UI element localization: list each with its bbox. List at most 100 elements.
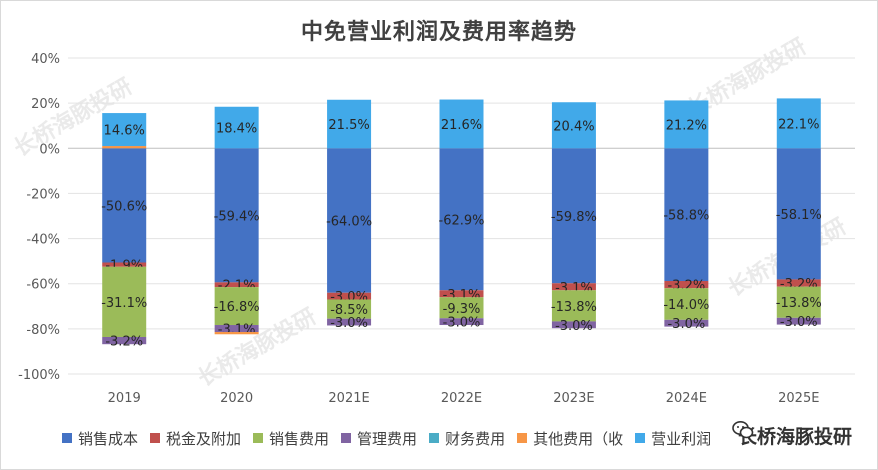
legend-label: 营业利润 [651, 429, 712, 448]
y-tick-label: -100% [18, 368, 60, 383]
bar-segment [439, 99, 484, 149]
y-tick-label: -20% [26, 187, 60, 202]
data-label: 21.5% [328, 118, 369, 133]
x-tick-label: 2021E [328, 391, 369, 406]
legend-item: 税金及附加 [150, 428, 241, 449]
x-tick-label: 2023E [553, 391, 594, 406]
bar-segment [102, 148, 147, 263]
bar-segment [776, 286, 821, 318]
data-label: 21.2% [666, 118, 707, 133]
data-label: -3.1% [218, 323, 256, 338]
data-label: -3.0% [667, 317, 705, 332]
data-label: -13.8% [776, 296, 822, 311]
bar-segment [102, 336, 147, 345]
bar-segment [551, 321, 596, 329]
y-tick-label: -40% [26, 233, 60, 248]
legend-swatch [150, 433, 161, 443]
data-label: -3.0% [443, 316, 481, 331]
bar-segment [551, 102, 596, 149]
legend-item: 管理费用 [341, 428, 417, 449]
data-label: -58.1% [776, 208, 822, 223]
legend-item: 其他费用（收 [517, 428, 623, 449]
bar-segment [551, 283, 596, 291]
data-label: 18.4% [216, 122, 257, 137]
bar-segment [327, 148, 372, 293]
data-label: 20.4% [553, 119, 594, 134]
bar-segment [102, 113, 147, 147]
data-label: -64.0% [326, 215, 372, 230]
legend-item: 销售成本 [62, 428, 138, 449]
legend-item: 销售费用 [253, 428, 329, 449]
y-tick-label: -60% [26, 278, 60, 293]
legend-label: 管理费用 [357, 429, 418, 448]
bar-segment [214, 332, 259, 335]
legend-label: 销售成本 [78, 429, 139, 448]
chart-legend: 销售成本 税金及附加 销售费用 管理费用 财务费用 其他费用（收 营业利润 [62, 428, 723, 448]
wechat-icon [732, 421, 754, 439]
bar-segment [439, 148, 484, 291]
data-label: -50.6% [101, 199, 147, 214]
legend-label: 销售费用 [269, 429, 330, 448]
bar-segment [664, 148, 709, 282]
data-label: -62.9% [439, 213, 485, 228]
y-tick-label: 20% [31, 97, 60, 112]
bar-segment [439, 290, 484, 298]
bar-segment [776, 317, 821, 325]
y-tick-label: 40% [31, 52, 60, 67]
x-tick-label: 2019 [108, 391, 141, 406]
bar-segment [439, 318, 484, 326]
bar-segment [439, 297, 484, 319]
legend-swatch [517, 433, 528, 443]
legend-swatch [253, 433, 264, 443]
brand-label: 长桥海豚投研 [737, 426, 852, 448]
data-label: -58.8% [663, 209, 709, 224]
bar-segment [551, 290, 596, 322]
legend-item: 营业利润 [635, 428, 711, 449]
data-label: 14.6% [104, 124, 145, 139]
bar-segment [327, 292, 372, 300]
x-tick-label: 2024E [666, 391, 707, 406]
data-label: -8.5% [330, 303, 368, 318]
bar-segment [214, 287, 259, 326]
y-tick-label: -80% [26, 323, 60, 338]
data-label: 21.6% [441, 118, 482, 133]
bar-segment [551, 148, 596, 284]
bar-segment [214, 282, 259, 288]
data-label: -9.3% [443, 302, 481, 317]
legend-item: 财务费用 [429, 428, 505, 449]
data-label: -16.8% [214, 300, 260, 315]
legend-swatch [62, 433, 72, 443]
x-tick-label: 2022E [441, 391, 482, 406]
data-label: -59.4% [214, 209, 260, 224]
legend-label: 税金及附加 [166, 429, 242, 448]
chart-title: 中免营业利润及费用率趋势 [300, 20, 577, 45]
x-tick-label: 2025E [778, 391, 819, 406]
bar-segment [664, 319, 709, 327]
x-tick-label: 2020 [220, 391, 253, 406]
data-label: -31.1% [101, 296, 147, 311]
legend-swatch [341, 433, 352, 443]
bar-segment [214, 325, 259, 333]
bar-segment [664, 288, 709, 320]
bar-segment [664, 100, 709, 149]
bar-segment [327, 318, 372, 326]
bar-segment [776, 148, 821, 280]
bar-segment [327, 99, 372, 149]
data-label: -13.8% [551, 300, 597, 315]
data-label: -3.2% [105, 335, 143, 350]
bar-segment [776, 98, 821, 149]
data-label: -3.0% [555, 319, 593, 334]
data-label: -3.0% [330, 316, 368, 331]
data-label: -14.0% [663, 298, 709, 313]
y-tick-label: 0% [39, 142, 60, 157]
data-label: -3.0% [780, 315, 818, 330]
legend-label: 财务费用 [445, 429, 506, 448]
bar-segment [214, 148, 259, 283]
legend-label: 其他费用（收 [533, 429, 624, 448]
bar-segment [214, 106, 259, 149]
bar-segment [102, 146, 147, 149]
bar-segment [664, 281, 709, 289]
legend-swatch [429, 433, 440, 443]
bar-segment [327, 299, 372, 319]
